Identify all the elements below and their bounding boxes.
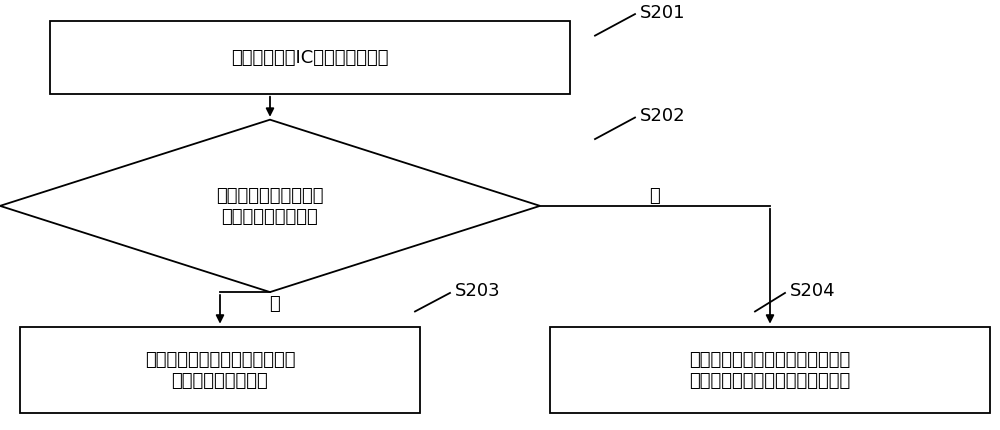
FancyBboxPatch shape xyxy=(50,22,570,95)
Text: 当前运行的第一操作系
统与标识信息匹配？: 当前运行的第一操作系 统与标识信息匹配？ xyxy=(216,187,324,226)
Text: 否: 否 xyxy=(650,187,660,205)
Text: S204: S204 xyxy=(790,281,836,299)
Text: 是: 是 xyxy=(270,294,280,312)
Text: S201: S201 xyxy=(640,4,686,22)
FancyBboxPatch shape xyxy=(20,327,420,413)
Text: S203: S203 xyxy=(455,281,501,299)
Text: 将便携式移动终端的操作系统切换
为与标识信息匹配的第二操作系统: 将便携式移动终端的操作系统切换 为与标识信息匹配的第二操作系统 xyxy=(689,350,851,389)
FancyBboxPatch shape xyxy=(550,327,990,413)
Polygon shape xyxy=(0,120,540,292)
Text: 保持便携式移动终端运行的操作
系统为第一操作系统: 保持便携式移动终端运行的操作 系统为第一操作系统 xyxy=(145,350,295,389)
Text: 读取非接触式IC卡中的标识信息: 读取非接触式IC卡中的标识信息 xyxy=(231,49,389,67)
Text: S202: S202 xyxy=(640,107,686,125)
